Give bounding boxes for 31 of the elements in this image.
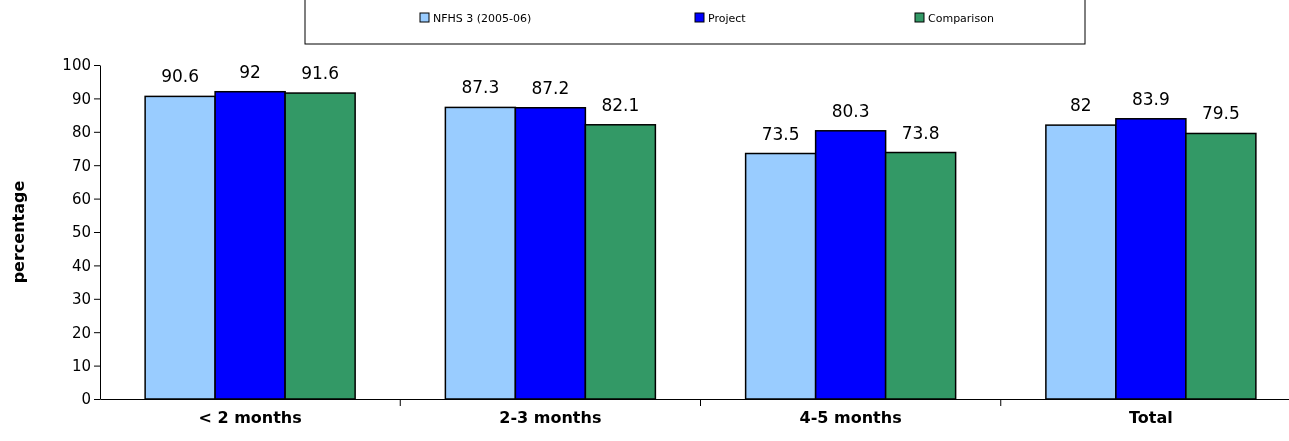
x-tick-label: 4-5 months [799, 407, 902, 427]
y-tick-label: 90 [71, 89, 91, 108]
y-tick-label: 70 [71, 156, 91, 175]
y-tick-label: 80 [71, 123, 91, 142]
y-tick-label: 40 [71, 256, 91, 275]
y-tick-label: 50 [71, 223, 91, 242]
x-tick-label: 2-3 months [499, 407, 602, 427]
legend-label: Project [708, 12, 747, 25]
data-label: 87.2 [531, 77, 570, 98]
x-tick-label: < 2 months [198, 407, 302, 427]
data-label: 83.9 [1131, 88, 1170, 109]
data-label: 82 [1070, 95, 1092, 116]
data-label: 90.6 [161, 66, 200, 87]
data-label: 79.5 [1201, 103, 1240, 124]
y-tick-label: 60 [71, 189, 91, 208]
data-label: 73.5 [761, 123, 800, 144]
data-label: 92 [239, 61, 261, 82]
y-tick-label: 100 [62, 56, 91, 75]
legend-label: NFHS 3 (2005-06) [433, 12, 532, 25]
y-tick-label: 10 [71, 356, 91, 375]
data-label: 73.8 [901, 122, 940, 143]
x-tick-label: Total [1129, 407, 1173, 427]
data-label: 82.1 [601, 94, 640, 115]
data-label: 91.6 [301, 63, 340, 84]
y-tick-label: 20 [71, 323, 91, 342]
y-tick-label: 0 [81, 390, 91, 409]
legend-label: Comparison [928, 12, 994, 25]
y-axis-title: percentage [9, 180, 28, 284]
y-tick-label: 30 [71, 290, 91, 309]
data-label: 80.3 [831, 100, 870, 121]
data-label: 87.3 [461, 77, 500, 98]
